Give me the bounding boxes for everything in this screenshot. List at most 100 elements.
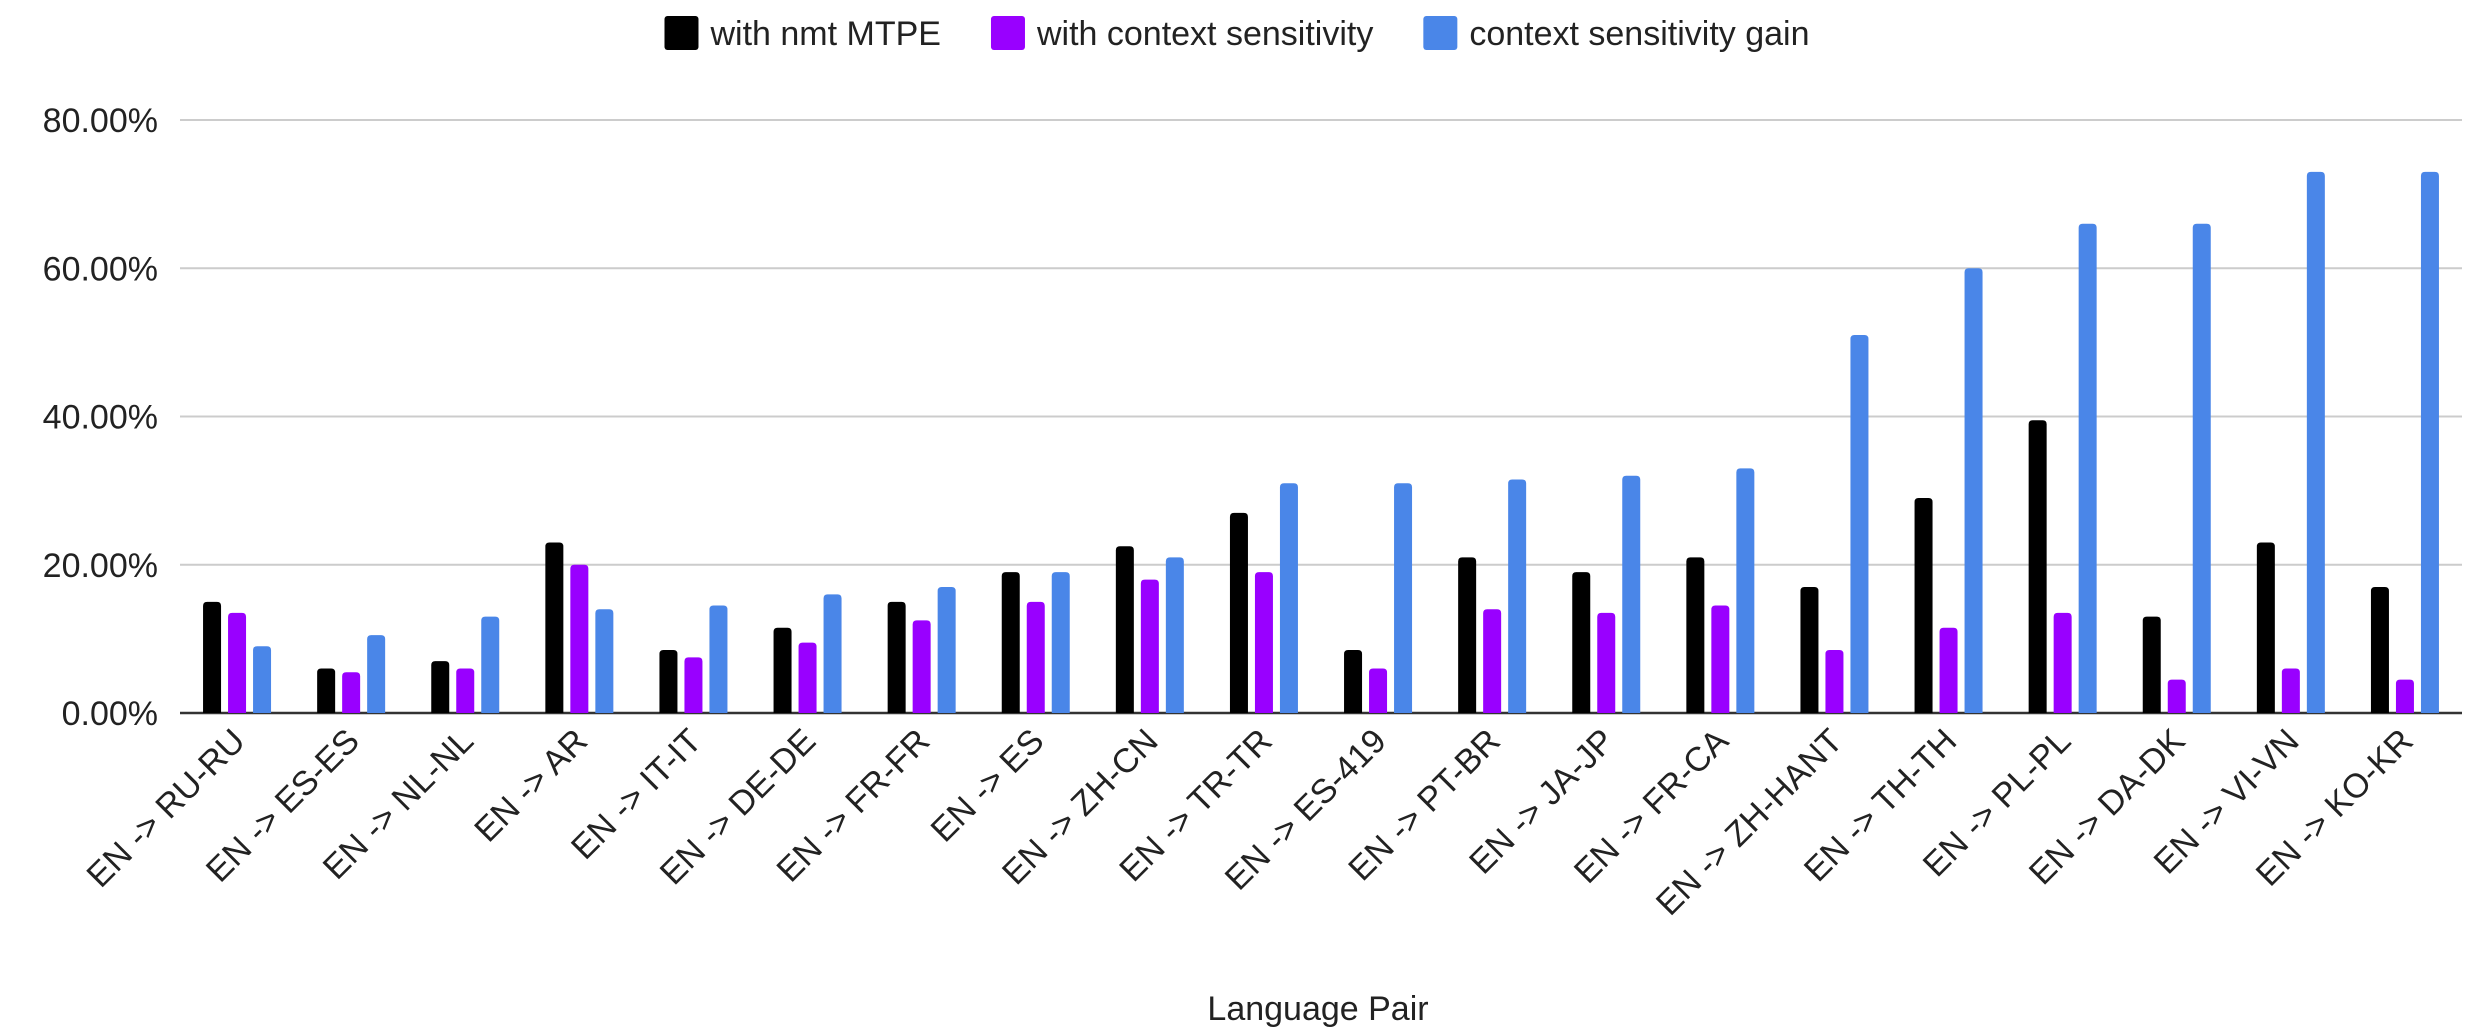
- gridlines: [180, 119, 2462, 715]
- bar: [1001, 572, 1020, 713]
- y-axis-ticks: 0.00% 20.00% 40.00% 60.00% 80.00%: [43, 102, 158, 733]
- legend-swatch: [1423, 16, 1458, 50]
- bar: [684, 657, 703, 713]
- bar-group: [1344, 483, 1413, 713]
- bar: [570, 564, 589, 713]
- bar-group: [887, 586, 956, 713]
- legend-swatch: [664, 16, 699, 50]
- y-tick-label: 0.00%: [62, 695, 158, 733]
- bar-group: [1115, 546, 1184, 713]
- bar: [2281, 668, 2300, 713]
- bar: [1344, 649, 1363, 713]
- legend-item: with nmt MTPE: [664, 15, 941, 53]
- bar: [456, 668, 475, 713]
- bar: [1597, 612, 1616, 713]
- bar-group: [545, 542, 614, 713]
- bar: [545, 542, 564, 713]
- bar: [1254, 572, 1273, 713]
- bar: [595, 609, 614, 713]
- bar: [1711, 605, 1730, 713]
- bar: [253, 646, 272, 713]
- legend-swatch: [990, 16, 1025, 50]
- bar-group: [1686, 468, 1755, 713]
- bar: [481, 616, 500, 713]
- y-tick-label: 20.00%: [43, 547, 158, 585]
- bar: [1622, 475, 1641, 713]
- bar-group: [431, 616, 500, 713]
- bar: [773, 627, 792, 713]
- bar-group: [2256, 171, 2325, 713]
- bar-group: [1458, 479, 1527, 713]
- bar: [2142, 616, 2161, 713]
- bar: [912, 620, 931, 713]
- bar: [1026, 601, 1045, 713]
- bar: [203, 601, 222, 713]
- bar: [1572, 572, 1591, 713]
- bar: [1686, 557, 1705, 713]
- bar: [2370, 586, 2389, 713]
- bar: [823, 594, 842, 713]
- bar: [1825, 649, 1844, 713]
- bar: [1279, 483, 1298, 713]
- bar: [1369, 668, 1388, 713]
- bar: [1736, 468, 1755, 713]
- bar: [2078, 223, 2097, 713]
- bar-group: [2028, 223, 2097, 713]
- bar: [2420, 171, 2439, 713]
- bar: [1508, 479, 1527, 713]
- bar: [1939, 627, 1958, 713]
- bar: [2053, 612, 2072, 713]
- bar: [2395, 679, 2414, 713]
- legend-label: with context sensitivity: [1036, 15, 1373, 53]
- bar: [317, 668, 336, 713]
- bar: [1229, 512, 1248, 713]
- bar-group: [659, 605, 728, 713]
- y-tick-label: 80.00%: [43, 102, 158, 140]
- bar: [431, 661, 450, 713]
- bar-group: [2370, 171, 2439, 713]
- x-axis-label: Language Pair: [1207, 990, 1428, 1028]
- bar: [1140, 579, 1159, 713]
- bar-group: [1001, 572, 1070, 713]
- legend-item: context sensitivity gain: [1423, 15, 1810, 53]
- bar-group: [2142, 223, 2211, 713]
- bar-group: [1572, 475, 1641, 713]
- bars: [203, 171, 2439, 713]
- legend-label: context sensitivity gain: [1469, 15, 1809, 53]
- bar: [709, 605, 728, 713]
- bar: [887, 601, 906, 713]
- bar: [1051, 572, 1070, 713]
- bar: [1914, 498, 1933, 713]
- y-tick-label: 40.00%: [43, 399, 158, 437]
- legend-label: with nmt MTPE: [709, 15, 940, 53]
- bar: [1458, 557, 1477, 713]
- bar: [1165, 557, 1184, 713]
- bar-group: [203, 601, 272, 713]
- legend-item: with context sensitivity: [990, 15, 1373, 53]
- bar: [1964, 268, 1983, 713]
- bar-group: [1800, 334, 1869, 713]
- bar: [2167, 679, 2186, 713]
- bar: [1394, 483, 1413, 713]
- bar-group: [317, 635, 386, 713]
- bar: [367, 635, 386, 713]
- bar: [1483, 609, 1502, 713]
- bar: [1850, 334, 1869, 713]
- bar: [342, 672, 361, 713]
- bar-group: [1914, 268, 1983, 713]
- legend: with nmt MTPE with context sensitivity con…: [664, 15, 1810, 53]
- bar: [2256, 542, 2275, 713]
- bar-group: [1229, 483, 1298, 713]
- bar: [1800, 586, 1819, 713]
- bar: [2192, 223, 2211, 713]
- bar: [1115, 546, 1134, 713]
- bar: [659, 649, 678, 713]
- bar: [228, 612, 247, 713]
- bar: [937, 586, 956, 713]
- y-tick-label: 60.00%: [43, 250, 158, 288]
- bar-group: [773, 594, 842, 713]
- bar: [2028, 420, 2047, 713]
- bar: [2306, 171, 2325, 713]
